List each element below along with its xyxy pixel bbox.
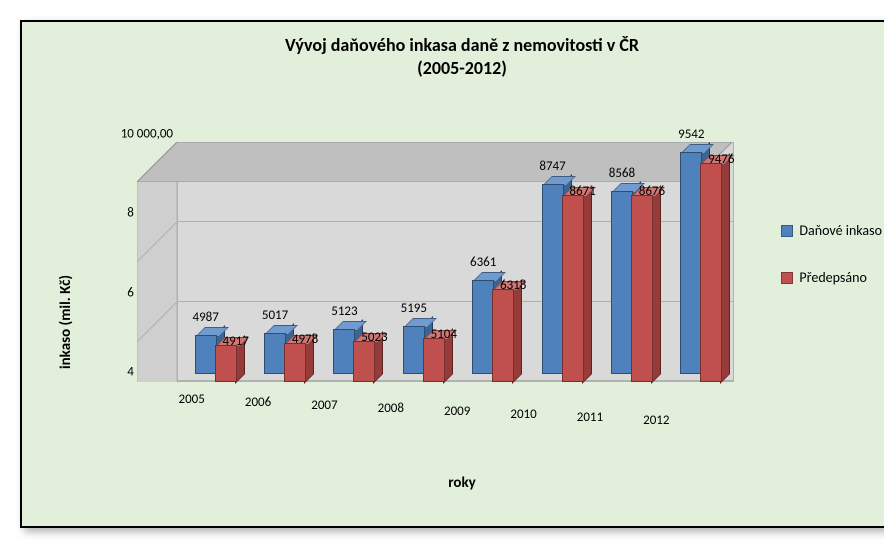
bar-value-label: 8676 — [639, 184, 665, 199]
bar: 5195 — [403, 326, 425, 374]
bars-layer: 4987491750174978512350235195510463616318… — [177, 142, 732, 382]
title-line1: Vývoj daňového inkasa daně z nemovitosti… — [22, 34, 884, 57]
legend-item: Předepsáno — [781, 269, 882, 286]
xtick: 2009 — [444, 404, 470, 419]
bar: 5123 — [333, 329, 355, 374]
y-axis-label: inkaso (mil. Kč) — [57, 275, 75, 369]
bar-value-label: 4978 — [292, 332, 318, 347]
x-axis-label: roky — [448, 474, 476, 492]
bar-value-label: 9476 — [708, 152, 734, 167]
legend-item: Daňové inkaso — [781, 222, 882, 239]
bar-value-label: 6318 — [500, 278, 526, 293]
bar: 9542 — [680, 152, 702, 374]
bar: 8671 — [562, 195, 584, 382]
bar-value-label: 4917 — [223, 334, 249, 349]
bar-value-label: 5123 — [331, 304, 357, 319]
bar: 6318 — [492, 289, 514, 382]
legend-swatch — [781, 225, 793, 237]
bar: 4987 — [195, 335, 217, 374]
chart-container: Vývoj daňového inkasa daně z nemovitosti… — [20, 20, 884, 528]
bar: 8568 — [611, 191, 633, 374]
bar-value-label: 8671 — [569, 184, 595, 199]
bar-value-label: 5023 — [361, 330, 387, 345]
ytick: 10 000,00 — [121, 127, 173, 142]
bar-value-label: 8568 — [609, 166, 635, 181]
bar: 8676 — [631, 195, 653, 382]
bar-value-label: 5017 — [262, 308, 288, 323]
bar-value-label: 5104 — [431, 327, 457, 342]
bar-value-label: 4987 — [193, 310, 219, 325]
plot-area: 4 000,00 6 000,00 8 000,00 10 000,00 498… — [137, 142, 732, 422]
chart-title: Vývoj daňového inkasa daně z nemovitosti… — [22, 22, 884, 81]
xtick: 2005 — [179, 392, 205, 407]
legend: Daňové inkaso Předepsáno — [781, 222, 882, 316]
bar-value-label: 5195 — [401, 301, 427, 316]
bar: 8747 — [542, 184, 564, 374]
xtick: 2012 — [643, 413, 669, 428]
title-line2: (2005-2012) — [22, 57, 884, 80]
xtick: 2010 — [510, 407, 536, 422]
bar-value-label: 9542 — [678, 127, 704, 142]
legend-swatch — [781, 272, 793, 284]
bar: 5023 — [353, 341, 375, 382]
xtick: 2007 — [311, 398, 337, 413]
legend-label: Daňové inkaso — [799, 222, 882, 239]
bar: 4978 — [284, 343, 306, 382]
bar: 9476 — [700, 163, 722, 382]
bar: 5017 — [264, 333, 286, 374]
bar: 4917 — [215, 345, 237, 382]
bar-value-label: 6361 — [470, 255, 496, 270]
bar: 6361 — [472, 280, 494, 374]
xtick: 2011 — [577, 410, 603, 425]
bar-value-label: 8747 — [539, 159, 565, 174]
xtick: 2008 — [378, 401, 404, 416]
legend-label: Předepsáno — [799, 269, 866, 286]
bar: 5104 — [423, 338, 445, 382]
xtick: 2006 — [245, 395, 271, 410]
